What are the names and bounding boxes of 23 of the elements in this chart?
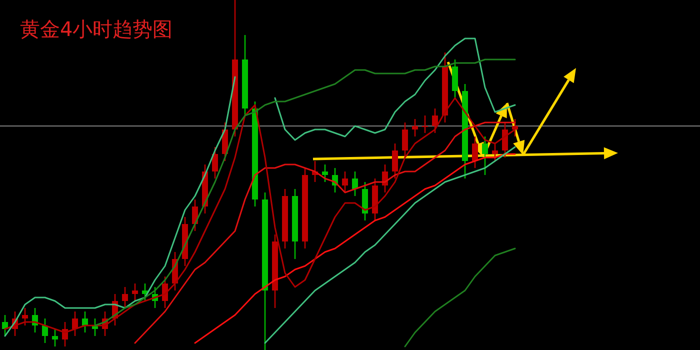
candlestick [82, 310, 88, 334]
candlestick [402, 122, 408, 158]
candlestick [422, 114, 428, 134]
candlestick [132, 282, 138, 302]
candlestick [322, 164, 328, 183]
candlestick [52, 328, 58, 348]
candlestick [122, 286, 128, 309]
candlestick [2, 314, 8, 337]
candlestick [212, 146, 218, 180]
candlestick [72, 310, 78, 337]
candlestick [192, 198, 198, 232]
candlestick [472, 136, 478, 169]
candlestick [392, 142, 398, 180]
candlestick [342, 170, 348, 194]
candlestick [432, 108, 438, 134]
candlestick [22, 307, 28, 326]
candlestick [42, 318, 48, 344]
candlestick [502, 122, 508, 158]
candlestick [482, 136, 488, 176]
title: 黄金4小时趋势图 [20, 17, 173, 41]
candlestick [352, 170, 358, 197]
candlestick [412, 118, 418, 138]
candlestick [492, 142, 498, 162]
